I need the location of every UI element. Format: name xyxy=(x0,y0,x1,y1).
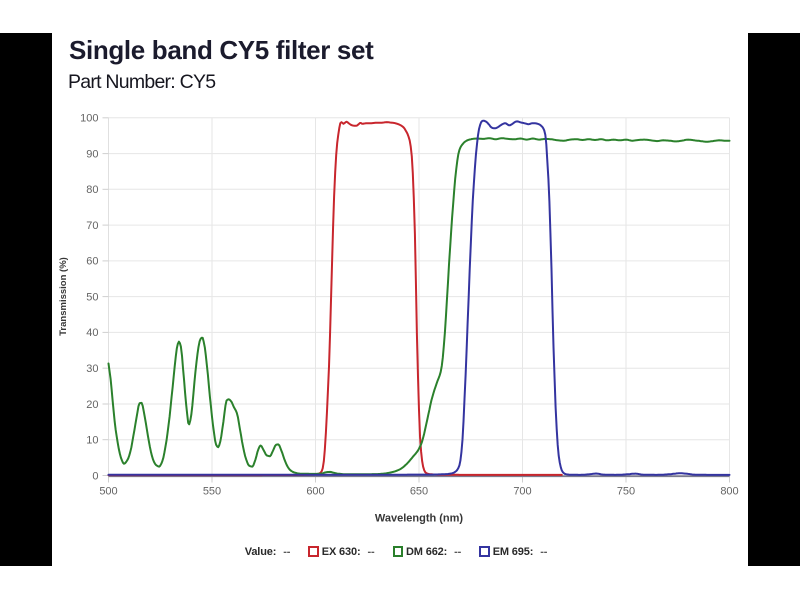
svg-text:70: 70 xyxy=(86,220,98,232)
svg-text:80: 80 xyxy=(86,184,98,196)
svg-text:550: 550 xyxy=(203,486,221,498)
svg-text:650: 650 xyxy=(410,486,428,498)
svg-text:Wavelength (nm): Wavelength (nm) xyxy=(375,513,464,525)
svg-text:500: 500 xyxy=(99,486,117,498)
svg-text:30: 30 xyxy=(86,363,98,375)
svg-text:800: 800 xyxy=(720,486,738,498)
svg-text:Transmission (%): Transmission (%) xyxy=(58,257,69,336)
svg-text:750: 750 xyxy=(617,486,635,498)
svg-text:90: 90 xyxy=(86,148,98,160)
svg-text:20: 20 xyxy=(86,399,98,411)
svg-text:600: 600 xyxy=(306,486,324,498)
svg-text:0: 0 xyxy=(92,470,98,482)
svg-text:50: 50 xyxy=(86,291,98,303)
svg-text:60: 60 xyxy=(86,256,98,268)
svg-text:40: 40 xyxy=(86,327,98,339)
svg-text:700: 700 xyxy=(513,486,531,498)
svg-text:100: 100 xyxy=(80,113,98,125)
svg-text:10: 10 xyxy=(86,435,98,447)
